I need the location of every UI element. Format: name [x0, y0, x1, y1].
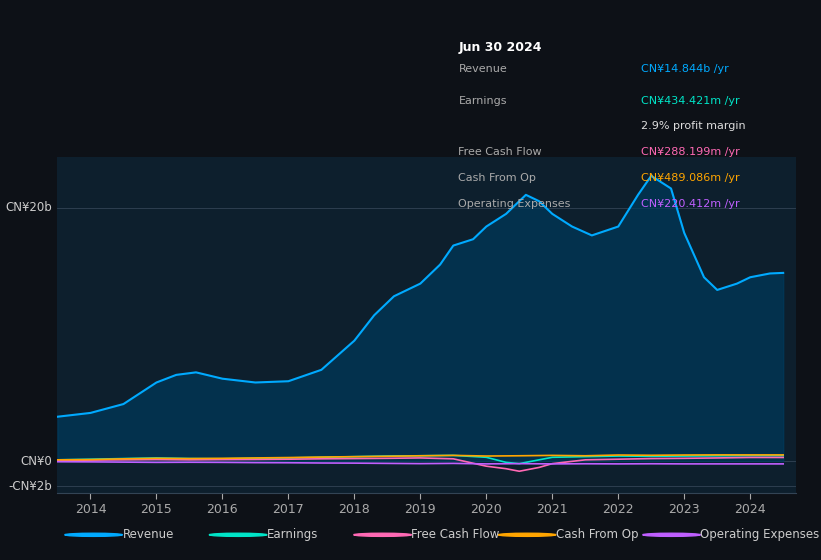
Text: Jun 30 2024: Jun 30 2024 — [458, 41, 542, 54]
Text: CN¥288.199m /yr: CN¥288.199m /yr — [641, 147, 740, 157]
Circle shape — [643, 533, 700, 536]
Text: CN¥20b: CN¥20b — [6, 201, 53, 214]
Text: Revenue: Revenue — [458, 64, 507, 74]
Circle shape — [498, 533, 556, 536]
Text: Free Cash Flow: Free Cash Flow — [411, 528, 500, 542]
Circle shape — [354, 533, 411, 536]
Text: CN¥0: CN¥0 — [21, 455, 53, 468]
Text: Cash From Op: Cash From Op — [458, 173, 536, 183]
Text: -CN¥2b: -CN¥2b — [8, 480, 53, 493]
Text: CN¥489.086m /yr: CN¥489.086m /yr — [641, 173, 740, 183]
Text: Revenue: Revenue — [122, 528, 174, 542]
Text: Operating Expenses: Operating Expenses — [700, 528, 819, 542]
Circle shape — [65, 533, 122, 536]
Text: Earnings: Earnings — [458, 96, 507, 106]
Text: 2.9% profit margin: 2.9% profit margin — [641, 122, 745, 132]
Text: CN¥434.421m /yr: CN¥434.421m /yr — [641, 96, 740, 106]
Text: Earnings: Earnings — [267, 528, 319, 542]
Text: CN¥220.412m /yr: CN¥220.412m /yr — [641, 199, 740, 209]
Text: Cash From Op: Cash From Op — [556, 528, 639, 542]
Text: Operating Expenses: Operating Expenses — [458, 199, 571, 209]
Text: CN¥14.844b /yr: CN¥14.844b /yr — [641, 64, 729, 74]
Text: Free Cash Flow: Free Cash Flow — [458, 147, 542, 157]
Circle shape — [209, 533, 267, 536]
